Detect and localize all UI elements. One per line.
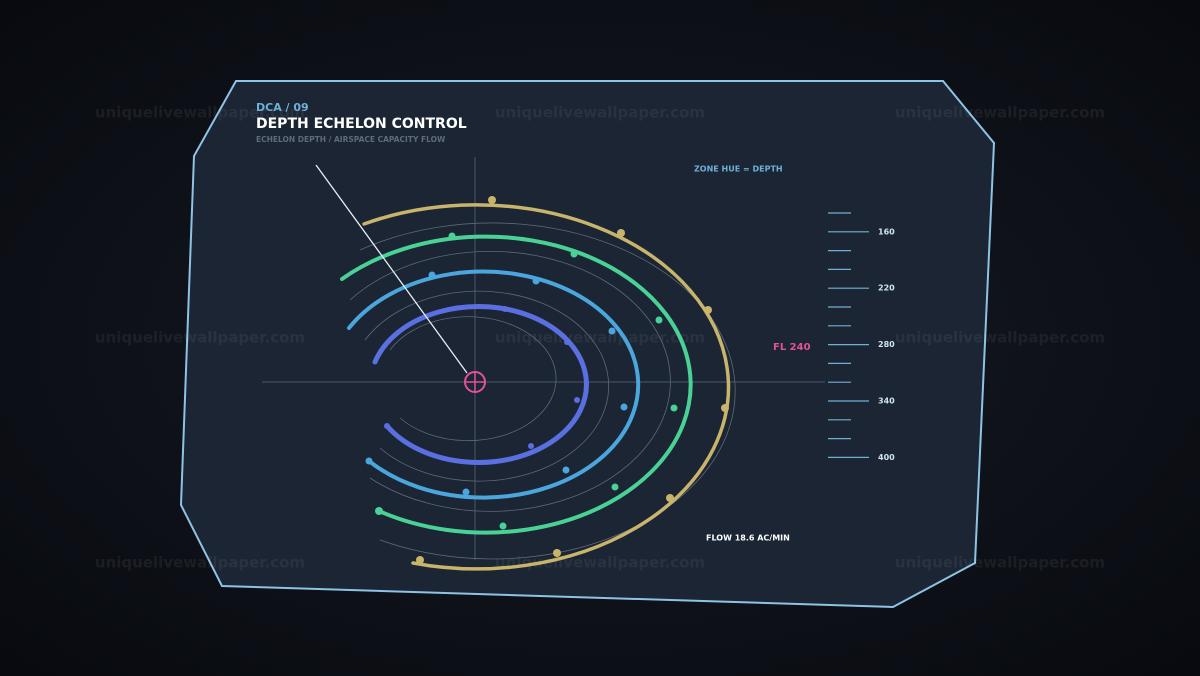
scale-label: 280 <box>878 340 895 349</box>
dot <box>502 306 508 312</box>
dot <box>448 232 456 240</box>
ring-third <box>340 234 693 535</box>
guide-ring <box>389 316 557 442</box>
watermark: uniquelivewallpaper.com <box>495 329 705 347</box>
legend-note: ZONE HUE = DEPTH <box>694 165 783 174</box>
dot <box>574 397 580 403</box>
guide-ring <box>349 251 671 512</box>
panel-code: DCA / 09 <box>256 101 309 114</box>
panel <box>179 80 996 609</box>
dot <box>611 483 619 491</box>
watermark: uniquelivewallpaper.com <box>895 554 1105 572</box>
dot <box>532 277 540 285</box>
watermark: uniquelivewallpaper.com <box>95 554 305 572</box>
traffic-dots <box>365 196 729 564</box>
dot <box>428 271 436 279</box>
watermarks: uniquelivewallpaper.com uniquelivewallpap… <box>95 104 1105 572</box>
ring-second <box>347 269 641 500</box>
dot <box>721 404 729 412</box>
watermark: uniquelivewallpaper.com <box>495 104 705 122</box>
dot <box>462 488 470 496</box>
dot <box>570 250 578 258</box>
dot <box>617 229 625 237</box>
dot <box>416 556 424 564</box>
panel-subtitle: ECHELON DEPTH / AIRSPACE CAPACITY FLOW <box>256 135 446 144</box>
dot <box>655 316 663 324</box>
dot <box>562 466 570 474</box>
ring-outer <box>362 203 731 571</box>
dot <box>375 507 383 515</box>
guide-ring <box>364 290 609 482</box>
crosshair <box>262 157 825 560</box>
dot <box>564 339 570 345</box>
dot <box>666 494 674 502</box>
dot <box>365 457 373 465</box>
dot <box>499 522 507 530</box>
scale-label: 340 <box>878 397 895 406</box>
watermark: uniquelivewallpaper.com <box>95 104 305 122</box>
ring-inner <box>372 303 589 465</box>
sweep-line <box>315 164 468 374</box>
dot <box>384 423 390 429</box>
dot <box>670 404 678 412</box>
dot <box>528 443 534 449</box>
watermark: uniquelivewallpaper.com <box>895 104 1105 122</box>
flow-readout: FLOW 18.6 AC/MIN <box>706 534 790 543</box>
flight-level-readout: FL 240 <box>773 342 811 353</box>
dot <box>553 549 561 557</box>
dot <box>608 327 616 335</box>
dot <box>488 196 496 204</box>
watermark: uniquelivewallpaper.com <box>895 329 1105 347</box>
panel-title: DEPTH ECHELON CONTROL <box>256 116 467 132</box>
watermark: uniquelivewallpaper.com <box>95 329 305 347</box>
depth-scale: 160 220 280 340 400 <box>828 212 895 462</box>
dot <box>704 306 712 314</box>
scale-label: 400 <box>878 453 895 462</box>
echelon-rings <box>340 203 736 571</box>
scale-label: 220 <box>878 284 895 293</box>
guide-ring <box>359 222 736 560</box>
watermark: uniquelivewallpaper.com <box>495 554 705 572</box>
dot <box>620 403 628 411</box>
scale-label: 160 <box>878 227 895 236</box>
